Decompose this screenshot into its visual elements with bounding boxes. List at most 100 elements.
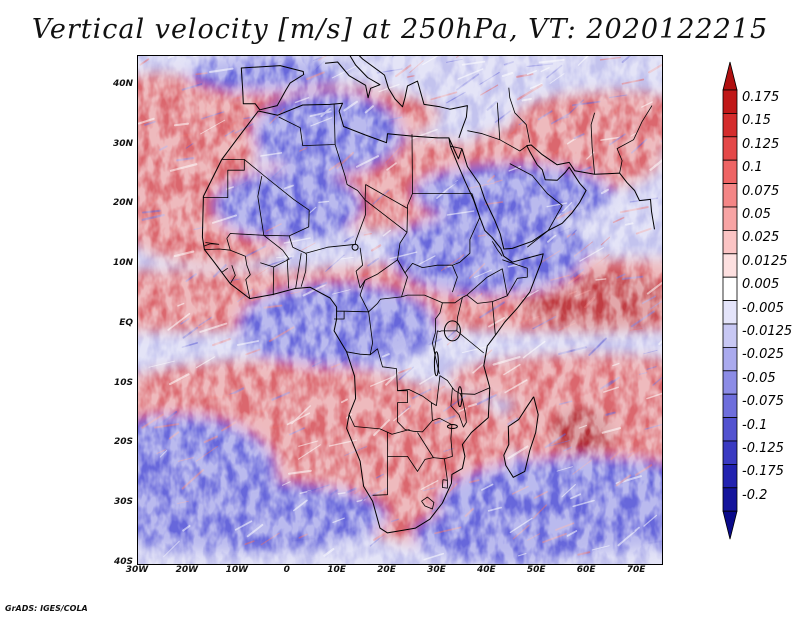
colorbar-swatch: [722, 183, 738, 208]
colorbar-level-label: 0.125: [742, 136, 780, 152]
country-border: [292, 144, 367, 254]
colorbar-level-label: 0.005: [742, 277, 780, 293]
lake-outline: [446, 424, 458, 430]
colorbar-level-label: -0.005: [742, 300, 784, 316]
country-border: [508, 87, 531, 143]
lat-tick-label: 20S: [113, 437, 133, 448]
lake-outline: [457, 386, 463, 408]
country-border: [348, 414, 410, 435]
country-border: [203, 242, 220, 247]
country-border: [295, 253, 302, 288]
country-border: [466, 268, 508, 296]
country-border: [397, 389, 432, 403]
country-border: [590, 112, 595, 175]
country-border: [496, 102, 501, 140]
colorbar-swatch: [722, 487, 738, 512]
red-sea-sinai: [448, 137, 463, 160]
lon-tick-label: 30W: [125, 565, 149, 575]
map-title: Vertical velocity [m/s] at 250hPa, VT: 2…: [31, 14, 769, 45]
lat-tick-label: 30N: [112, 138, 133, 149]
country-border: [226, 159, 310, 239]
colorbar-level-label: -0.025: [742, 347, 784, 363]
colorbar-level-label: -0.2: [742, 487, 768, 503]
lon-tick-label: 70E: [626, 565, 646, 575]
country-border: [221, 267, 229, 273]
lon-tick-label: 60E: [576, 565, 596, 575]
lake-outline: [443, 320, 461, 342]
africa-coastline: [201, 102, 544, 534]
country-border: [417, 432, 434, 458]
country-border: [344, 310, 369, 313]
colorbar: [722, 61, 738, 540]
colorbar-swatch: [722, 276, 738, 301]
colorbar-level-label: 0.15: [742, 113, 771, 129]
lat-tick-label: 40S: [113, 557, 133, 567]
colorbar-swatch: [722, 206, 738, 231]
country-border: [431, 330, 485, 356]
country-border: [300, 253, 308, 287]
colorbar-level-label: 0.1: [742, 160, 763, 176]
colorbar-level-label: 0.025: [742, 230, 780, 246]
colorbar-min-arrow: [722, 510, 738, 540]
madagascar-coastline: [503, 396, 539, 478]
colorbar-swatch: [722, 89, 738, 114]
lat-tick-label: 30S: [113, 497, 133, 508]
country-border: [229, 265, 236, 284]
country-border: [263, 234, 290, 268]
lon-tick-label: 10E: [327, 565, 346, 575]
lat-tick-label: 20N: [112, 198, 133, 209]
country-border: [497, 259, 528, 301]
country-border: [527, 230, 549, 248]
country-border: [364, 184, 408, 233]
colorbar-swatch: [722, 136, 738, 161]
colorbar-swatch: [722, 229, 738, 255]
lon-tick-label: 10W: [225, 565, 249, 575]
colorbar-level-label: -0.075: [742, 394, 784, 410]
country-border: [452, 193, 481, 266]
colorbar-level-label: -0.05: [742, 370, 776, 386]
country-border: [278, 103, 336, 146]
lake-outline: [351, 243, 359, 251]
colorbar-swatch: [722, 113, 738, 138]
country-border: [230, 249, 251, 299]
colorbar-swatch: [722, 463, 738, 489]
colorbar-swatch: [722, 417, 738, 442]
coastlines-and-borders: [201, 56, 655, 534]
colorbar-swatch: [722, 346, 738, 372]
colorbar-level-label: -0.175: [742, 464, 784, 480]
lat-tick-label: 10S: [113, 377, 133, 388]
velocity-field-map: [138, 56, 662, 564]
colorbar-max-arrow: [722, 61, 738, 91]
lon-tick-label: 20E: [377, 565, 396, 575]
country-border: [365, 184, 408, 209]
colorbar-level-label: -0.0125: [742, 324, 793, 339]
colorbar-level-label: 0.0125: [742, 253, 788, 269]
country-border: [456, 297, 463, 331]
colorbar-swatch: [722, 323, 738, 348]
colorbar-swatch: [722, 300, 738, 325]
country-border: [334, 310, 345, 320]
country-border: [372, 431, 388, 496]
colorbar-level-label: 0.175: [742, 90, 780, 105]
lake-outline: [433, 351, 439, 377]
country-border: [368, 311, 374, 355]
country-border: [509, 163, 563, 231]
lon-tick-label: 50E: [526, 565, 546, 575]
country-border: [413, 417, 453, 460]
lon-tick-label: 40E: [476, 565, 496, 575]
colorbar-level-label: -0.1: [742, 417, 768, 433]
country-border: [460, 387, 490, 395]
country-border: [397, 259, 408, 298]
country-border: [421, 496, 435, 510]
country-border: [355, 247, 366, 289]
country-border: [616, 105, 653, 174]
colorbar-level-label: 0.05: [742, 207, 771, 222]
lat-tick-label: EQ: [119, 317, 133, 328]
map-frame: [137, 55, 663, 565]
colorbar-level-label: 0.075: [742, 183, 780, 199]
country-border: [359, 134, 498, 313]
credit-text: GrADS: IGES/COLA: [5, 604, 88, 613]
country-border: [257, 176, 265, 236]
lon-tick-label: 30E: [427, 565, 446, 575]
colorbar-swatch: [722, 393, 738, 419]
